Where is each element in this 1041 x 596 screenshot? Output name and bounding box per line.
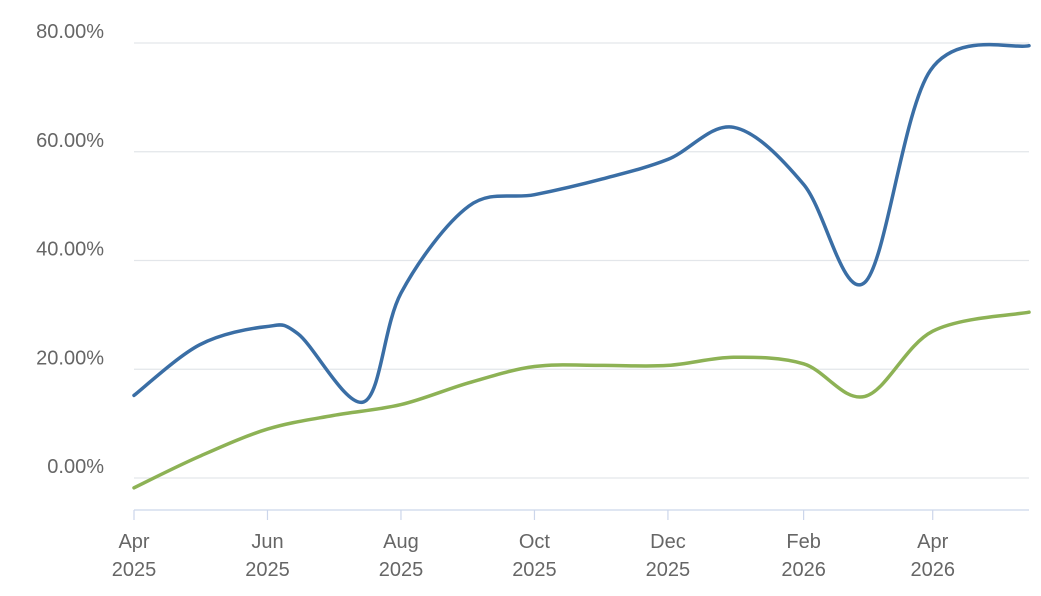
x-tick-label-month: Aug [383, 531, 419, 553]
x-tick-label-year: 2026 [910, 559, 955, 581]
x-tick-label-month: Apr [917, 531, 948, 553]
y-axis: 0.00% 20.00% 40.00% 60.00% 80.00% [36, 21, 104, 478]
x-tick-label-year: 2025 [112, 559, 157, 581]
series-line-2 [132, 310, 1031, 490]
series-lines [132, 42, 1031, 490]
y-tick-label: 60.00% [36, 130, 104, 152]
x-tick-label-year: 2025 [646, 559, 691, 581]
series-line-1 [132, 42, 1031, 404]
x-axis: Apr 2025 Jun 2025 Aug 2025 Oct 2025 Dec 2025 Feb 20… [112, 509, 1029, 581]
x-tick-label-year: 2025 [245, 559, 290, 581]
y-tick-label: 80.00% [36, 21, 104, 43]
x-tick-label-month: Apr [118, 531, 149, 553]
x-tick-label-month: Dec [650, 531, 686, 553]
x-tick-label-month: Feb [786, 531, 820, 553]
y-tick-label: 20.00% [36, 347, 104, 369]
x-tick-label-year: 2025 [379, 559, 424, 581]
x-tick-label-month: Oct [519, 531, 551, 553]
x-tick-label-year: 2026 [781, 559, 826, 581]
gridlines [134, 42, 1029, 479]
x-tick-label-year: 2025 [512, 559, 557, 581]
y-tick-label: 0.00% [47, 456, 104, 478]
y-tick-label: 40.00% [36, 239, 104, 261]
x-tick-label-month: Jun [251, 531, 283, 553]
